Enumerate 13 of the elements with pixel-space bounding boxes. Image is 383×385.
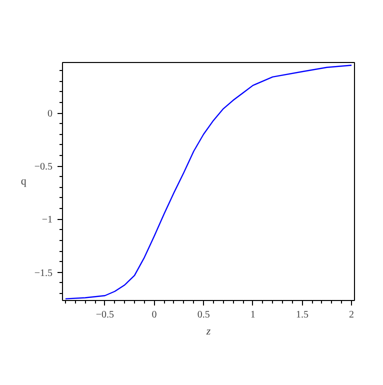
x-tick-label: 0.5 — [197, 310, 210, 320]
x-tick-label: 1 — [250, 310, 256, 320]
y-tick-label: −1 — [42, 214, 52, 226]
x-tick-label: 1.5 — [296, 310, 308, 320]
x-tick-label: 0 — [152, 310, 157, 320]
y-tick-label: −1.5 — [34, 268, 52, 279]
x-tick-label: 2 — [349, 310, 354, 320]
x-axis-title: z — [205, 326, 212, 338]
x-tick-label: −0.5 — [96, 310, 114, 320]
y-tick-label: −0.5 — [34, 162, 52, 173]
y-tick-label: 0 — [48, 108, 52, 120]
y-axis-title: q — [20, 176, 27, 188]
line-series — [64, 64, 352, 300]
